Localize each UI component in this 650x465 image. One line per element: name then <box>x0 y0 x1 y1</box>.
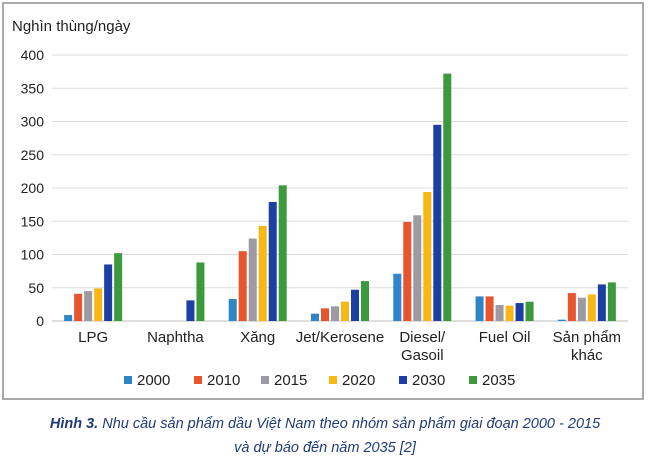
x-tick-label: Diesel/Gasoil <box>399 329 446 364</box>
bar <box>84 291 93 321</box>
bar <box>351 289 359 321</box>
bar <box>341 301 349 321</box>
y-tick-label: 300 <box>21 114 45 130</box>
bar <box>228 299 237 321</box>
y-tick-label: 0 <box>36 313 44 329</box>
y-tick-label: 200 <box>21 180 45 196</box>
bar <box>607 282 616 321</box>
x-tick-label: LPG <box>78 329 108 346</box>
bar <box>104 264 113 321</box>
caption-line-2: và dự báo đến năm 2035 [2] <box>234 440 416 456</box>
legend-swatch <box>194 376 202 384</box>
legend-swatch <box>469 376 477 384</box>
bar <box>433 124 442 321</box>
bar <box>597 284 606 321</box>
y-tick-label: 50 <box>28 280 44 296</box>
bar <box>114 253 123 321</box>
bar-chart: Nghìn thùng/ngày 0 50 100 150 200 250 300 350 400… <box>12 18 628 389</box>
y-tick-label: 150 <box>21 213 45 229</box>
x-tick-label: Xăng <box>240 329 275 346</box>
caption-label: Hình 3. <box>49 416 99 432</box>
bar <box>515 303 524 321</box>
bar <box>475 296 484 321</box>
legend-label: 2010 <box>207 372 240 389</box>
y-axis-title: Nghìn thùng/ngày <box>12 18 131 35</box>
bar <box>238 251 247 321</box>
bar <box>403 221 412 321</box>
bar <box>321 308 329 321</box>
bar <box>495 305 504 321</box>
legend-swatch <box>329 376 337 384</box>
bar <box>423 191 432 321</box>
y-tick-label: 400 <box>21 47 45 63</box>
bar <box>485 296 494 321</box>
bar <box>248 238 257 321</box>
bar <box>443 73 452 322</box>
bar <box>94 288 103 321</box>
bar <box>268 201 277 321</box>
bar <box>258 225 267 321</box>
bar <box>567 293 576 321</box>
chart-frame: Nghìn thùng/ngày 0 50 100 150 200 250 300 350 400… <box>2 2 644 400</box>
bar <box>361 281 369 321</box>
x-tick-label: Naphtha <box>147 329 204 346</box>
bar <box>413 215 422 321</box>
bar <box>278 185 287 321</box>
bar <box>557 319 566 321</box>
bar <box>196 262 205 321</box>
legend-swatch <box>261 376 269 384</box>
bar <box>587 294 596 321</box>
x-tick-label: Fuel Oil <box>479 329 531 346</box>
y-tick-label: 350 <box>21 80 45 96</box>
bar <box>74 293 83 321</box>
y-tick-label: 100 <box>21 247 45 263</box>
x-tick-label: Sản phẩm khác <box>553 329 621 364</box>
bar <box>577 297 586 321</box>
legend-label: 2035 <box>482 372 515 389</box>
x-tick-label: Jet/Kerosene <box>296 329 384 346</box>
legend-label: 2015 <box>274 372 307 389</box>
bar <box>64 315 73 321</box>
bar <box>393 273 402 321</box>
bar <box>311 313 319 321</box>
legend-label: 2020 <box>342 372 375 389</box>
bar <box>186 300 195 321</box>
bar <box>331 306 339 321</box>
legend-label: 2030 <box>412 372 445 389</box>
caption-line-1: Nhu cầu sản phẩm dầu Việt Nam theo nhóm … <box>98 416 601 432</box>
figure-caption: Hình 3. Nhu cầu sản phẩm dầu Việt Nam th… <box>0 412 650 460</box>
bar <box>505 305 514 321</box>
legend-swatch <box>399 376 407 384</box>
y-tick-label: 250 <box>21 147 45 163</box>
bar <box>525 301 534 321</box>
legend-swatch <box>124 376 132 384</box>
legend-label: 2000 <box>137 372 170 389</box>
